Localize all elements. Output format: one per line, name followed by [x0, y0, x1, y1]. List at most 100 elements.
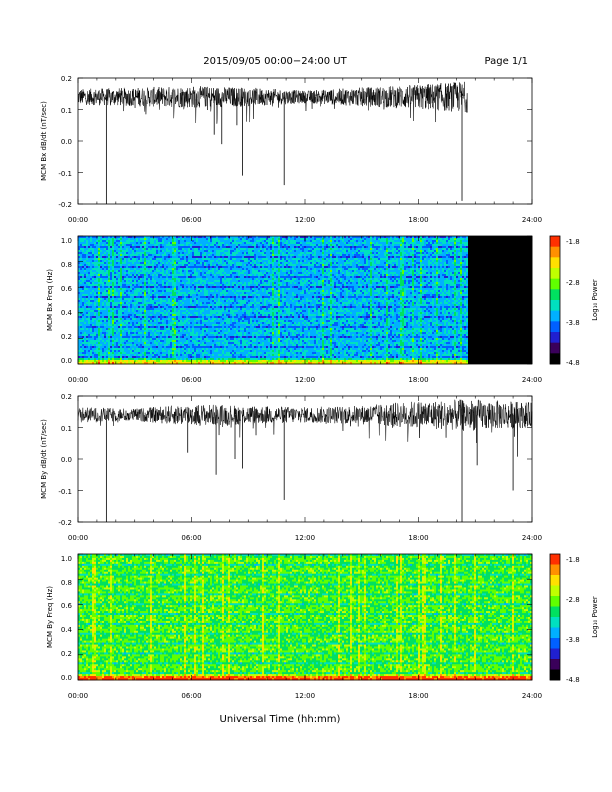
spectrogram-cell [174, 280, 177, 283]
spectrogram-cell [82, 278, 85, 281]
spectrogram-cell [86, 342, 89, 345]
spectrogram-cell [130, 292, 133, 295]
spectrogram-cell [148, 282, 151, 285]
spectrogram-cell [112, 340, 115, 343]
spectrogram-cell [146, 318, 149, 321]
spectrogram-cell [90, 314, 93, 317]
spectrogram-cell [136, 266, 139, 269]
spectrogram-cell [116, 324, 119, 327]
spectrogram-cell [138, 290, 141, 293]
spectrogram-cell [82, 326, 85, 329]
spectrogram-cell [130, 318, 133, 321]
spectrogram-cell [84, 342, 87, 345]
spectrogram-cell [106, 296, 109, 299]
spectrogram-cell [112, 358, 115, 361]
spectrogram-cell [174, 242, 177, 245]
spectrogram-cell [112, 282, 115, 285]
spectrogram-cell [150, 238, 153, 241]
spectrogram-cell [172, 290, 175, 293]
spectrogram-cell [146, 284, 149, 287]
spectrogram-cell [150, 240, 153, 243]
spectrogram-cell [148, 292, 151, 295]
spectrogram-cell [120, 330, 123, 333]
spectrogram-cell [114, 348, 117, 351]
spectrogram-cell [124, 308, 127, 311]
spectrogram-cell [132, 284, 135, 287]
spectrogram-cell [118, 246, 121, 249]
spectrogram-cell [104, 336, 107, 339]
spectrogram-cell [86, 354, 89, 357]
spectrogram-cell [152, 304, 155, 307]
spectrogram-cell [170, 278, 173, 281]
spectrogram-cell [80, 354, 83, 357]
spectrogram-cell [92, 332, 95, 335]
spectrogram-cell [176, 266, 179, 269]
spectrogram-cell [132, 238, 135, 241]
spectrogram-cell [132, 246, 135, 249]
spectrogram-cell [78, 312, 81, 315]
spectrogram-cell [128, 274, 131, 277]
spectrogram-cell [118, 278, 121, 281]
spectrogram-cell [88, 260, 91, 263]
spectrogram-cell [84, 352, 87, 355]
spectrogram-cell [82, 262, 85, 265]
spectrogram-cell [170, 314, 173, 317]
spectrogram-cell [112, 334, 115, 337]
spectrogram-cell [144, 354, 147, 357]
spectrogram-cell [104, 266, 107, 269]
spectrogram-cell [164, 246, 167, 249]
spectrogram-cell [176, 252, 179, 255]
spectrogram-cell [116, 262, 119, 265]
spectrogram-cell [150, 286, 153, 289]
spectrogram-cell [176, 240, 179, 243]
spectrogram-cell [82, 280, 85, 283]
spectrogram-cell [126, 260, 129, 263]
spectrogram-cell [150, 312, 153, 315]
spectrogram-cell [182, 270, 185, 273]
spectrogram-cell [152, 350, 155, 353]
spectrogram-cell [182, 250, 185, 253]
spectrogram-cell [160, 324, 163, 327]
spectrogram-cell [120, 334, 123, 337]
spectrogram-cell [106, 350, 109, 353]
spectrogram-cell [166, 356, 169, 359]
spectrogram-cell [120, 268, 123, 271]
spectrogram-cell [166, 294, 169, 297]
spectrogram-cell [106, 320, 109, 323]
spectrogram-cell [150, 248, 153, 251]
spectrogram-cell [144, 298, 147, 301]
spectrogram-cell [130, 314, 133, 317]
spectrogram-cell [138, 314, 141, 317]
spectrogram-cell [92, 302, 95, 305]
spectrogram-cell [160, 308, 163, 311]
spectrogram-cell [160, 274, 163, 277]
spectrogram-cell [172, 298, 175, 301]
spectrogram-cell [86, 284, 89, 287]
spectrogram-cell [148, 312, 151, 315]
spectrogram-cell [178, 350, 181, 353]
spectrogram-cell [138, 322, 141, 325]
spectrogram-cell [110, 244, 113, 247]
spectrogram-cell [134, 290, 137, 293]
spectrogram-cell [98, 292, 101, 295]
spectrogram-cell [152, 290, 155, 293]
spectrogram-cell [78, 340, 81, 343]
spectrogram-cell [156, 266, 159, 269]
spectrogram-cell [144, 304, 147, 307]
spectrogram-cell [134, 334, 137, 337]
spectrogram-cell [168, 330, 171, 333]
spectrogram-cell [126, 238, 129, 241]
spectrogram-cell [136, 316, 139, 319]
spectrogram-cell [180, 334, 183, 337]
spectrogram-cell [126, 254, 129, 257]
spectrogram-cell [104, 286, 107, 289]
spectrogram-cell [120, 354, 123, 357]
spectrogram-cell [86, 244, 89, 247]
spectrogram-cell [100, 346, 103, 349]
spectrogram-cell [156, 244, 159, 247]
spectrogram-cell [104, 296, 107, 299]
spectrogram-cell [172, 328, 175, 331]
spectrogram-cell [138, 264, 141, 267]
spectrogram-cell [100, 260, 103, 263]
spectrogram-cell [130, 300, 133, 303]
